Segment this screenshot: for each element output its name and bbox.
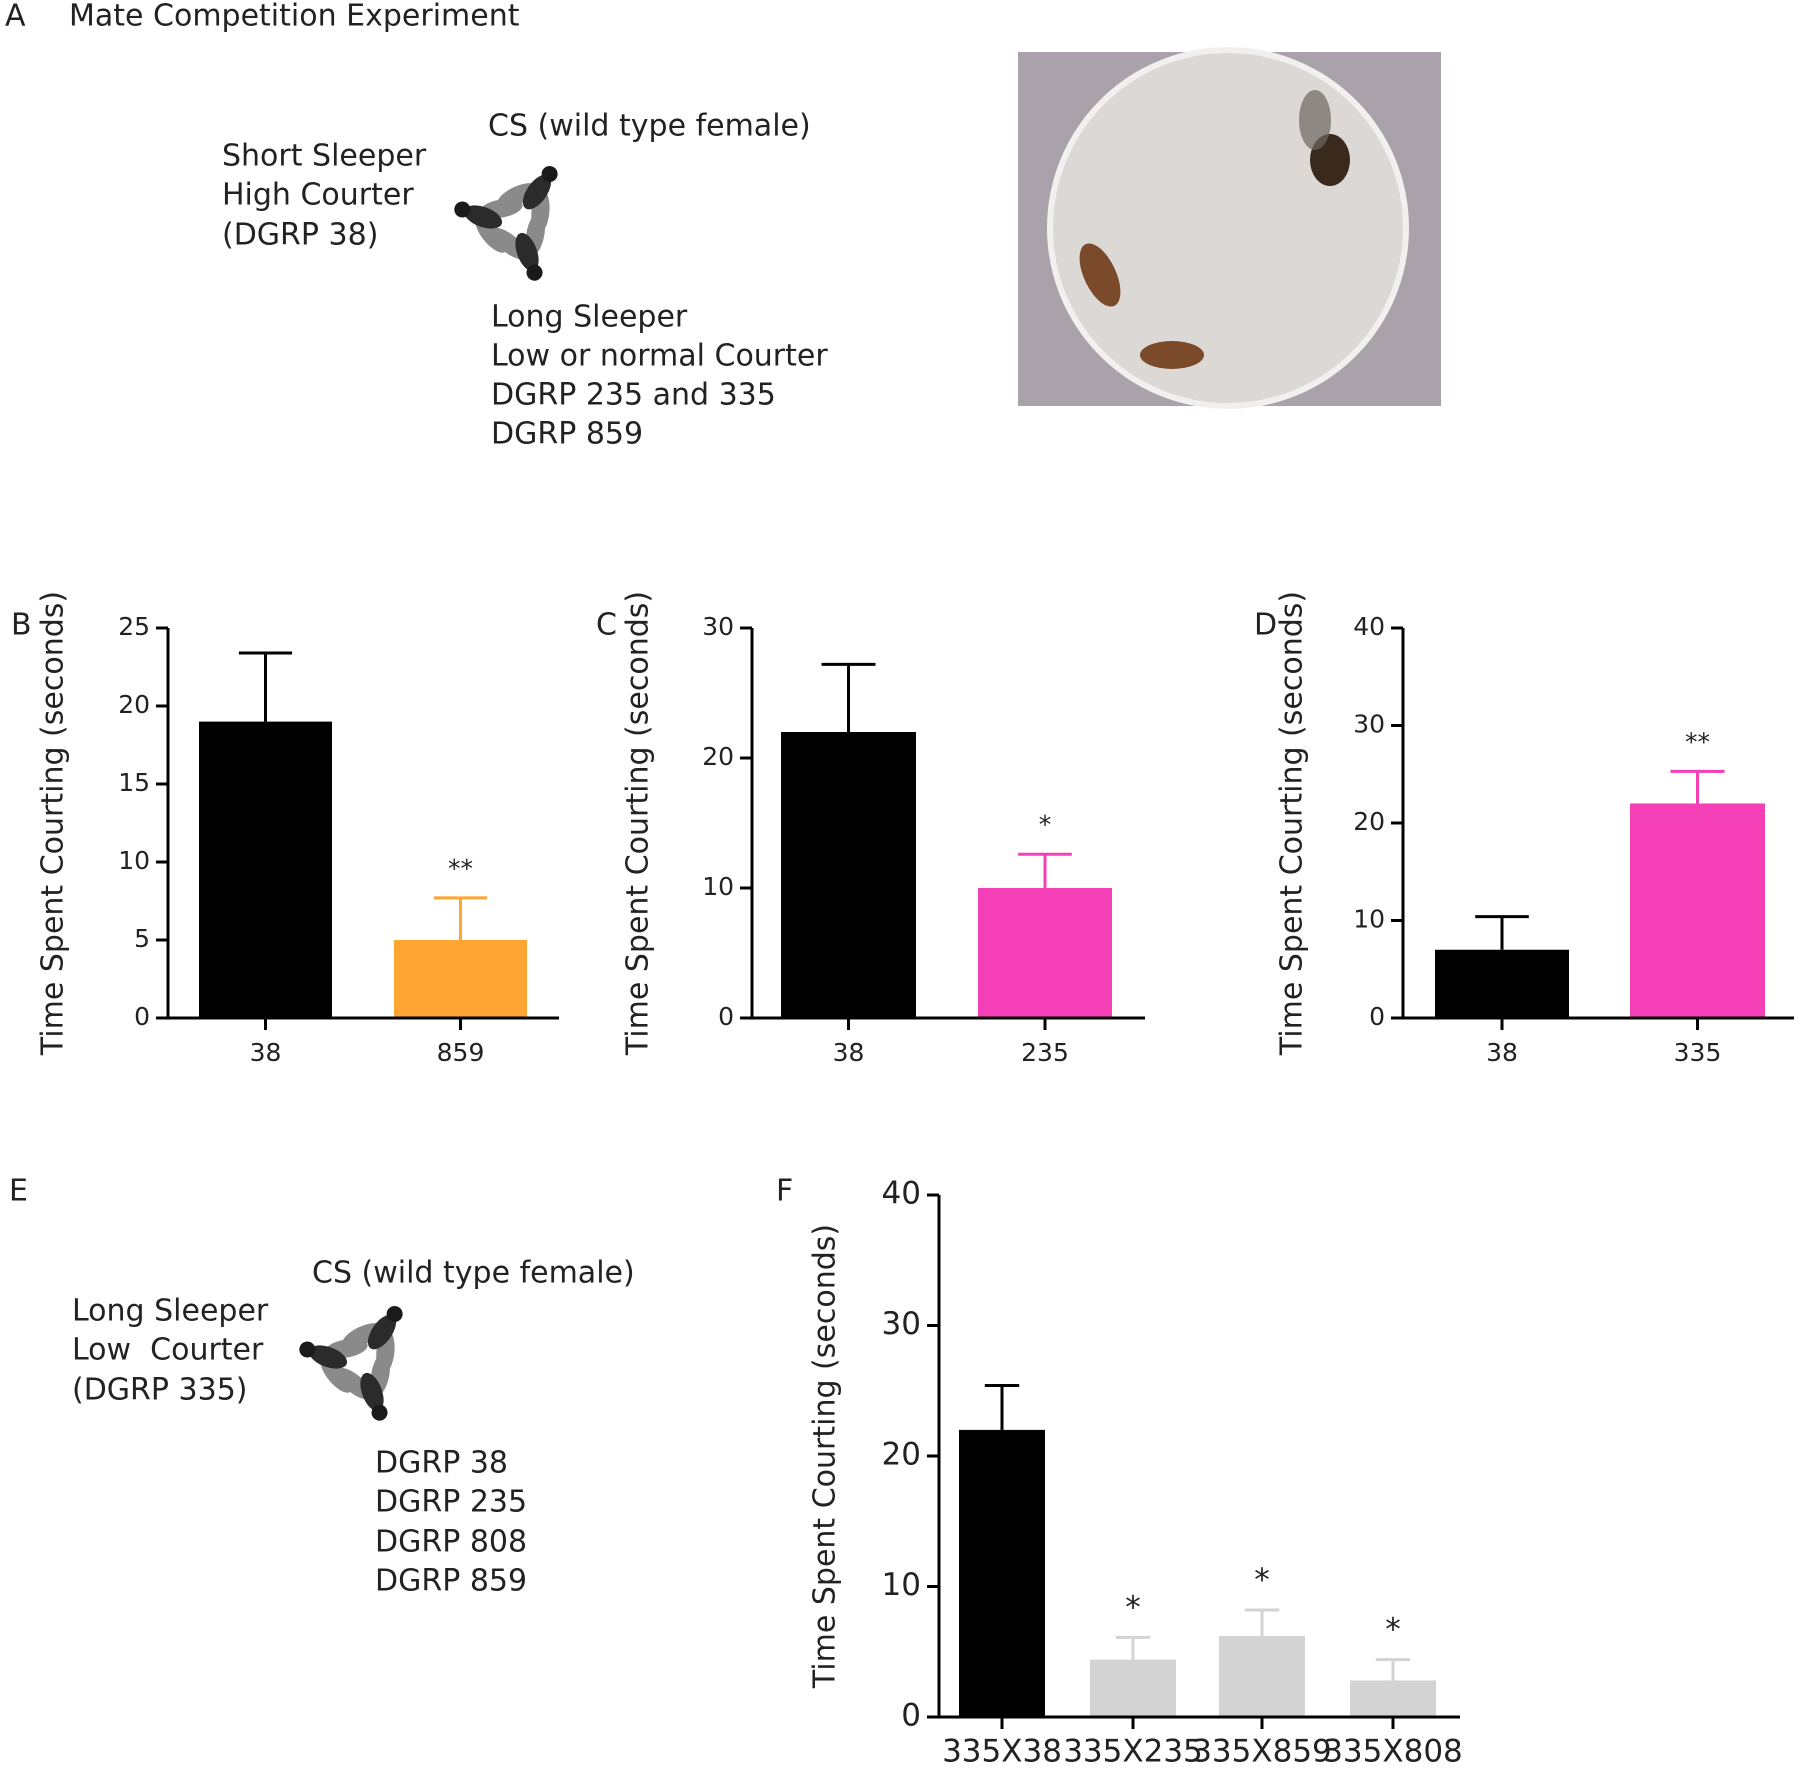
x-tick-label: 38	[1486, 1038, 1518, 1067]
fly-head	[541, 165, 558, 182]
y-tick-label: 0	[134, 1002, 150, 1031]
fly-head	[526, 264, 543, 281]
significance: *	[1125, 1590, 1141, 1626]
panel-label: A	[5, 0, 26, 34]
long-sleeper-text: (DGRP 335)	[72, 1373, 248, 1408]
dgrp-line: DGRP 38	[375, 1446, 508, 1481]
bar	[781, 732, 916, 1018]
long-sleeper-text: Long Sleeper	[72, 1294, 269, 1329]
fly-body	[360, 1372, 384, 1412]
fly-body	[522, 174, 552, 210]
fly-head	[371, 1404, 388, 1421]
bar	[959, 1429, 1045, 1717]
panel-label: D	[1254, 608, 1277, 643]
y-tick-label: 10	[882, 1567, 921, 1603]
y-axis-label: Time Spent Courting (seconds)	[36, 591, 71, 1056]
fly-icon	[336, 1352, 391, 1421]
significance: *	[1385, 1612, 1401, 1648]
x-tick-label: 335X859	[1192, 1734, 1332, 1770]
y-tick-label: 5	[134, 924, 150, 953]
significance: **	[448, 854, 473, 883]
x-tick-label: 235	[1021, 1038, 1069, 1067]
x-tick-label: 335X38	[942, 1734, 1062, 1770]
bar	[394, 940, 527, 1018]
x-tick-label: 38	[833, 1038, 865, 1067]
long-sleeper-text: DGRP 859	[491, 417, 643, 452]
panel-label: E	[9, 1174, 28, 1209]
bar	[1350, 1680, 1436, 1717]
x-tick-label: 38	[250, 1038, 282, 1067]
y-tick-label: 15	[118, 768, 150, 797]
long-sleeper-text: Low or normal Courter	[491, 339, 828, 374]
y-tick-label: 30	[882, 1306, 921, 1342]
dgrp-line: DGRP 808	[375, 1525, 527, 1560]
y-tick-label: 10	[1353, 905, 1385, 934]
y-tick-label: 20	[882, 1437, 921, 1473]
fly-icon	[491, 212, 546, 281]
arena-photo	[1018, 47, 1441, 409]
dgrp-line: DGRP 859	[375, 1564, 527, 1599]
panel-label: F	[776, 1174, 793, 1209]
significance: *	[1254, 1562, 1270, 1598]
fly-head	[386, 1305, 403, 1322]
bar	[1630, 803, 1765, 1018]
y-tick-label: 30	[702, 612, 734, 641]
y-axis-label: Time Spent Courting (seconds)	[621, 591, 656, 1056]
x-tick-label: 335	[1674, 1038, 1722, 1067]
y-tick-label: 25	[118, 612, 150, 641]
short-sleeper-text: High Courter	[222, 178, 414, 213]
bar	[199, 721, 332, 1018]
y-tick-label: 20	[118, 690, 150, 719]
y-tick-label: 0	[901, 1698, 921, 1734]
panel-label: B	[11, 608, 32, 643]
fly-body	[515, 232, 539, 272]
y-tick-label: 0	[1369, 1002, 1385, 1031]
long-sleeper-text: Low Courter	[72, 1333, 264, 1368]
y-tick-label: 10	[702, 872, 734, 901]
x-tick-label: 335X235	[1063, 1734, 1203, 1770]
x-tick-label: 859	[437, 1038, 485, 1067]
y-tick-label: 0	[718, 1002, 734, 1031]
y-tick-label: 40	[1353, 612, 1385, 641]
bar	[978, 888, 1112, 1018]
fly-body	[308, 1345, 348, 1369]
short-sleeper-text: Short Sleeper	[222, 139, 427, 174]
y-tick-label: 40	[882, 1176, 921, 1212]
y-tick-label: 30	[1353, 710, 1385, 739]
y-axis-label: Time Spent Courting (seconds)	[1275, 591, 1310, 1056]
female-label: CS (wild type female)	[488, 109, 811, 144]
fly-body	[463, 205, 503, 229]
dgrp-line: DGRP 235	[375, 1485, 527, 1520]
long-sleeper-text: DGRP 235 and 335	[491, 378, 776, 413]
y-axis-label: Time Spent Courting (seconds)	[808, 1224, 843, 1689]
long-sleeper-text: Long Sleeper	[491, 300, 688, 335]
bar	[1090, 1659, 1176, 1717]
y-tick-label: 20	[1353, 807, 1385, 836]
female-label: CS (wild type female)	[312, 1256, 635, 1291]
panel-a-title: Mate Competition Experiment	[69, 0, 520, 34]
short-sleeper-text: (DGRP 38)	[222, 218, 378, 253]
x-tick-label: 335X808	[1323, 1734, 1463, 1770]
fly-head	[299, 1341, 316, 1358]
significance: *	[1039, 810, 1052, 839]
y-tick-label: 20	[702, 742, 734, 771]
bar	[1219, 1636, 1305, 1717]
significance: **	[1685, 727, 1710, 756]
panel-label: C	[596, 608, 617, 643]
bar	[1435, 949, 1569, 1018]
fly-head	[454, 201, 471, 218]
y-tick-label: 10	[118, 846, 150, 875]
fly-body	[367, 1314, 397, 1350]
